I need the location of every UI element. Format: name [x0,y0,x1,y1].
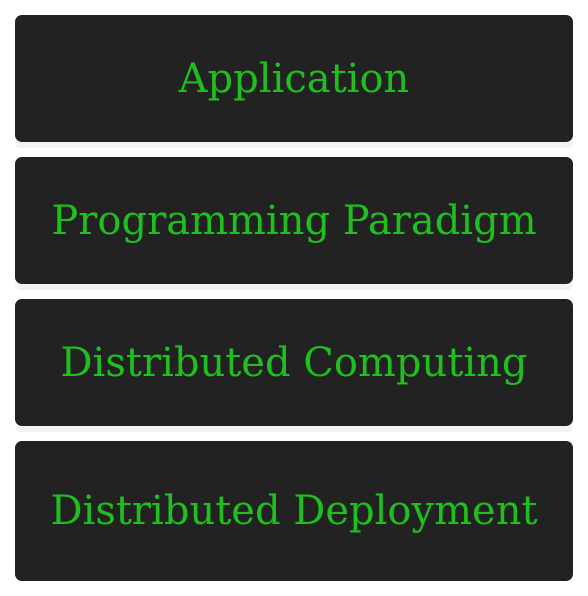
layer-label: Programming Paradigm [51,197,537,244]
layer-label: Distributed Computing [60,339,528,386]
layer-block-distributed-computing: Distributed Computing [15,299,573,432]
layer-label: Application [178,55,410,102]
layer-block-programming-paradigm: Programming Paradigm [15,157,573,290]
layer-label: Distributed Deployment [50,488,538,534]
layer-block-application: Application [15,15,573,148]
layer-block-distributed-deployment: Distributed Deployment [15,441,573,581]
